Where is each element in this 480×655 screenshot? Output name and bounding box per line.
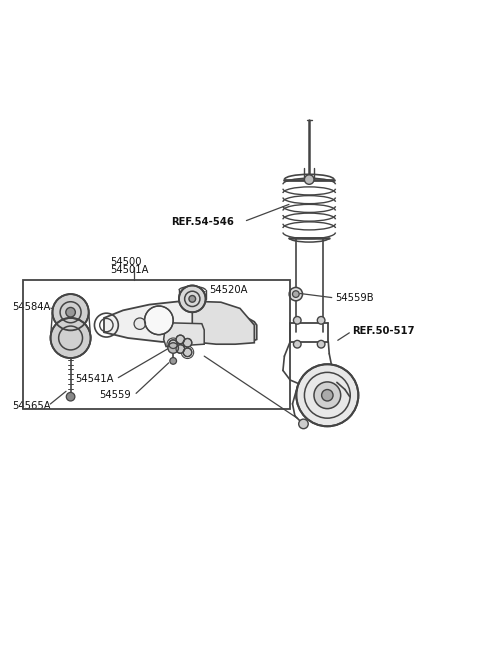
- Circle shape: [176, 345, 185, 353]
- Circle shape: [299, 419, 308, 428]
- Text: 54559B: 54559B: [336, 293, 374, 303]
- Circle shape: [293, 316, 301, 324]
- Text: 54559: 54559: [99, 390, 131, 400]
- Circle shape: [170, 358, 177, 364]
- Text: 54520A: 54520A: [209, 286, 248, 295]
- Circle shape: [183, 339, 192, 347]
- Text: 54500: 54500: [110, 257, 142, 267]
- Circle shape: [317, 341, 325, 348]
- Text: 54584A: 54584A: [12, 303, 50, 312]
- Circle shape: [322, 390, 333, 401]
- Circle shape: [179, 286, 205, 312]
- Circle shape: [144, 306, 173, 335]
- Circle shape: [292, 291, 299, 297]
- Text: REF.54-546: REF.54-546: [171, 217, 234, 227]
- Circle shape: [293, 341, 301, 348]
- Circle shape: [52, 294, 89, 330]
- Text: REF.50-517: REF.50-517: [353, 326, 415, 336]
- Circle shape: [66, 307, 75, 317]
- Circle shape: [169, 340, 178, 348]
- Polygon shape: [192, 301, 254, 345]
- Polygon shape: [104, 301, 257, 343]
- Circle shape: [189, 295, 196, 302]
- Circle shape: [296, 364, 359, 426]
- Text: 54541A: 54541A: [75, 374, 114, 384]
- Text: 54565A: 54565A: [12, 401, 50, 411]
- Circle shape: [317, 316, 325, 324]
- Circle shape: [176, 335, 185, 344]
- Circle shape: [314, 382, 341, 409]
- Polygon shape: [164, 323, 204, 346]
- Circle shape: [289, 288, 302, 301]
- Circle shape: [304, 175, 314, 184]
- Circle shape: [66, 392, 75, 401]
- Circle shape: [50, 318, 91, 358]
- Text: 54501A: 54501A: [110, 265, 149, 275]
- Bar: [23, 280, 290, 409]
- Circle shape: [168, 343, 179, 353]
- Circle shape: [183, 348, 192, 356]
- Circle shape: [134, 318, 145, 329]
